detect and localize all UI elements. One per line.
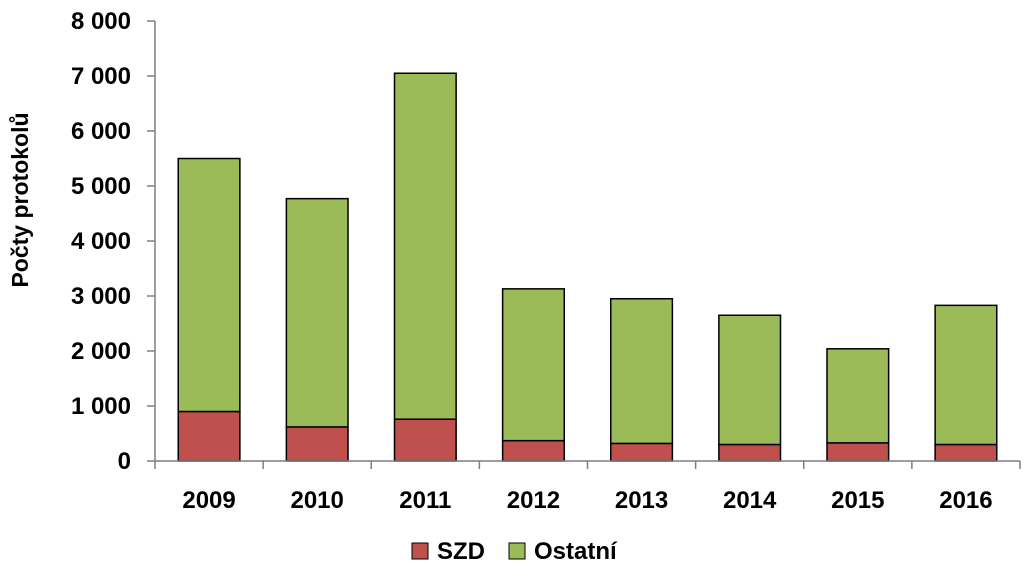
y-tick-label: 4 000 [71,228,131,255]
x-tick-label: 2011 [399,487,451,514]
bar-szd-2014 [718,443,782,462]
y-tick-label: 8 000 [71,8,131,35]
y-tick-label: 0 [118,448,131,475]
x-ticks-layer: 2009 2010 2011 2012 2013 2014 2015 2016 [154,461,1021,514]
x-tick-label: 2009 [182,487,235,514]
bar-ostatni-2016 [934,304,998,446]
bar-szd-2011 [393,418,457,462]
bar-szd-2015 [826,442,890,462]
y-tick-label: 3 000 [71,283,131,310]
bar-ostatni-2015 [826,348,890,444]
x-tick-label: 2015 [831,487,884,514]
bar-szd-2010 [285,426,349,462]
x-tick-label: 2010 [290,487,343,514]
bar-szd-2009 [177,410,241,462]
legend-label-szd: SZD [437,538,485,565]
bar-ostatni-2014 [718,314,782,446]
y-tick-label: 1 000 [71,393,131,420]
x-tick-label: 2012 [507,487,560,514]
legend-swatch-ostatni [508,542,526,560]
y-ticks-layer: 0 1 000 2 000 3 000 4 000 5 000 6 000 7 000 8 00… [71,8,155,475]
x-tick-label: 2013 [615,487,668,514]
bar-szd-2016 [934,443,998,462]
bar-ostatni-2013 [609,298,674,445]
y-tick-label: 7 000 [71,63,131,90]
x-tick-label: 2016 [939,487,992,514]
bar-szd-2012 [501,439,566,462]
bars-layer [177,72,998,462]
axes-layer [154,21,1020,462]
bar-ostatni-2010 [285,197,349,428]
bar-ostatni-2012 [501,288,566,442]
bar-ostatni-2009 [177,157,241,413]
y-tick-label: 5 000 [71,173,131,200]
x-tick-label: 2014 [723,487,777,514]
legend: SZD Ostatní [411,538,618,565]
y-tick-label: 2 000 [71,338,131,365]
bar-szd-2013 [609,442,674,462]
legend-label-ostatni: Ostatní [534,538,618,565]
y-tick-label: 6 000 [71,118,131,145]
legend-swatch-szd [411,542,429,560]
bar-ostatni-2011 [393,72,457,420]
y-axis-label: Počty protokolů [7,112,33,287]
